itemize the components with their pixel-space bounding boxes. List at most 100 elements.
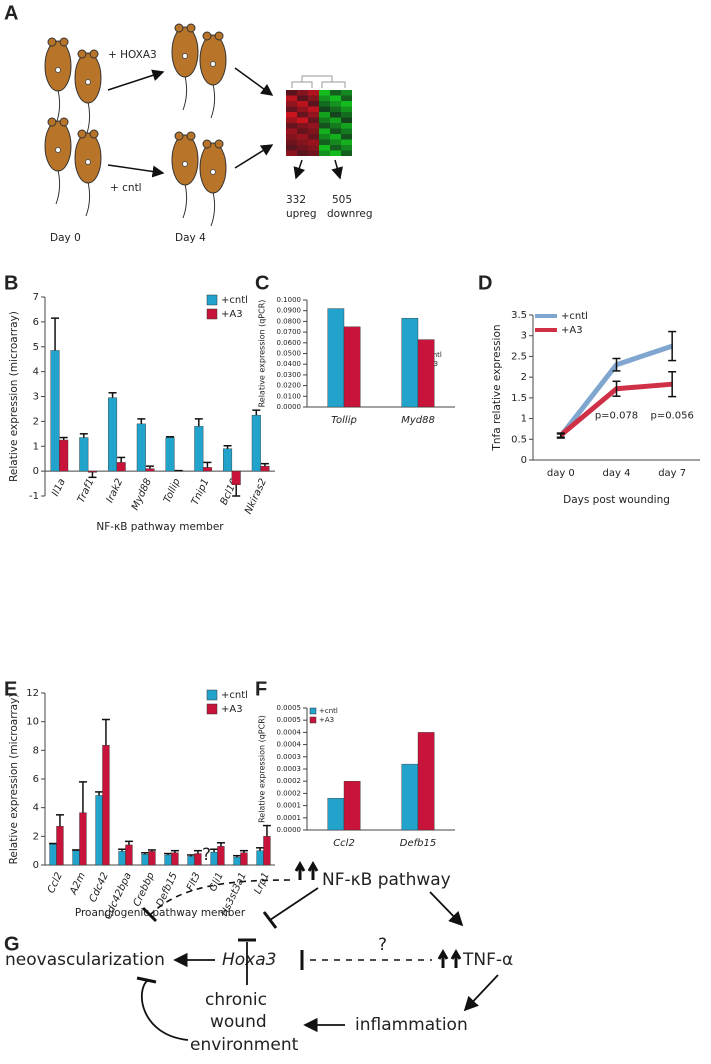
- mouse-ear: [90, 50, 98, 58]
- y-tick-label: 0.0004: [277, 741, 302, 749]
- node: chronic: [205, 990, 267, 1010]
- arrow: [108, 165, 163, 173]
- y-tick-label: 4: [33, 803, 39, 814]
- x-tick-label: Tollip: [162, 477, 183, 505]
- y-tick-label: 0.0600: [277, 339, 302, 347]
- arrow: [108, 72, 163, 90]
- heat-cell: [341, 107, 352, 113]
- y-tick-label: 0.0400: [277, 360, 302, 368]
- heat-cell: [330, 90, 341, 96]
- x-tick-label: Myd88: [130, 477, 154, 512]
- heat-cell: [330, 96, 341, 102]
- heat-cell: [330, 134, 341, 140]
- panel-label: C: [255, 272, 269, 294]
- bar: [211, 852, 218, 865]
- panel-label: A: [4, 2, 18, 24]
- heat-cell: [319, 107, 330, 113]
- arrow: [465, 975, 498, 1010]
- bar: [96, 795, 103, 865]
- bar: [195, 426, 204, 471]
- day-label: Day 0: [50, 232, 81, 244]
- heat-cell: [297, 123, 308, 129]
- y-tick-label: 2.5: [511, 351, 527, 362]
- y-tick-label: -1: [29, 491, 39, 502]
- x-tick-label: A2m: [68, 871, 88, 898]
- mouse-ear: [175, 132, 183, 140]
- heat-cell: [308, 118, 319, 124]
- bar: [126, 845, 133, 865]
- legend-label: +A3: [221, 704, 243, 715]
- bar: [241, 853, 248, 865]
- bar: [142, 854, 149, 865]
- y-tick-label: 0.1000: [277, 296, 302, 304]
- heat-cell: [308, 129, 319, 135]
- heat-cell: [286, 140, 297, 146]
- x-axis-title: Days post wounding: [563, 494, 670, 506]
- heat-cell: [297, 129, 308, 135]
- heat-cell: [341, 145, 352, 151]
- bar: [344, 781, 360, 830]
- legend-label: +cntl: [319, 707, 338, 715]
- legend-swatch: [310, 717, 316, 723]
- y-tick-label: 0.0200: [277, 382, 302, 390]
- bar: [418, 732, 434, 830]
- bar: [223, 449, 232, 471]
- heat-cell: [308, 123, 319, 129]
- heat-cell: [319, 90, 330, 96]
- y-axis-title: Relative expression (microarray): [8, 694, 20, 865]
- bar: [59, 440, 68, 471]
- y-tick-label: 2: [33, 416, 39, 427]
- mouse-ear: [60, 118, 68, 126]
- bar: [117, 462, 126, 471]
- x-tick-label: Myd88: [401, 415, 435, 426]
- heat-cell: [297, 90, 308, 96]
- bar: [234, 857, 241, 865]
- mouse-tail: [183, 184, 187, 218]
- y-tick-label: 7: [33, 292, 39, 303]
- count-label: downreg: [327, 208, 373, 220]
- legend-swatch: [207, 690, 217, 700]
- mouse-ear: [187, 24, 195, 32]
- bar: [232, 471, 241, 485]
- heat-cell: [308, 140, 319, 146]
- x-tick-label: day 4: [603, 468, 631, 479]
- y-tick-label: 2: [33, 831, 39, 842]
- y-tick-label: 0.0001: [277, 814, 302, 822]
- mouse-tail: [183, 76, 187, 110]
- x-axis-title: NF-κB pathway member: [96, 521, 224, 533]
- arrow: [235, 145, 272, 168]
- y-tick-label: 0.0300: [277, 371, 302, 379]
- y-tick-label: 0.0003: [277, 765, 302, 773]
- y-tick-label: 0.0003: [277, 753, 302, 761]
- wound: [86, 160, 91, 165]
- y-tick-label: 0.0000: [277, 826, 302, 834]
- inhibit-end: [137, 978, 156, 982]
- y-tick-label: 0.0500: [277, 350, 302, 358]
- heat-cell: [319, 123, 330, 129]
- heatmap: [286, 90, 352, 156]
- heat-cell: [341, 112, 352, 118]
- mouse-ear: [90, 130, 98, 138]
- y-tick-label: 8: [33, 745, 39, 756]
- bar: [119, 851, 126, 865]
- legend-label: +A3: [561, 325, 583, 336]
- mouse-body: [172, 27, 198, 77]
- heat-cell: [286, 123, 297, 129]
- x-tick-label: Nkiras2: [243, 477, 269, 516]
- heat-cell: [308, 101, 319, 107]
- legend-swatch: [207, 309, 217, 319]
- bar: [80, 813, 87, 865]
- heat-cell: [286, 112, 297, 118]
- heat-cell: [341, 151, 352, 157]
- bar: [195, 854, 202, 865]
- treatment-label: + cntl: [110, 182, 142, 194]
- x-tick-label: Traf1: [76, 477, 97, 505]
- node: wound: [210, 1012, 267, 1032]
- y-tick-label: 5: [33, 342, 39, 353]
- heat-cell: [297, 151, 308, 157]
- up-arrows: [296, 864, 317, 880]
- mouse-ear: [175, 24, 183, 32]
- heat-cell: [308, 107, 319, 113]
- wound: [211, 170, 216, 175]
- y-tick-label: 4: [33, 367, 39, 378]
